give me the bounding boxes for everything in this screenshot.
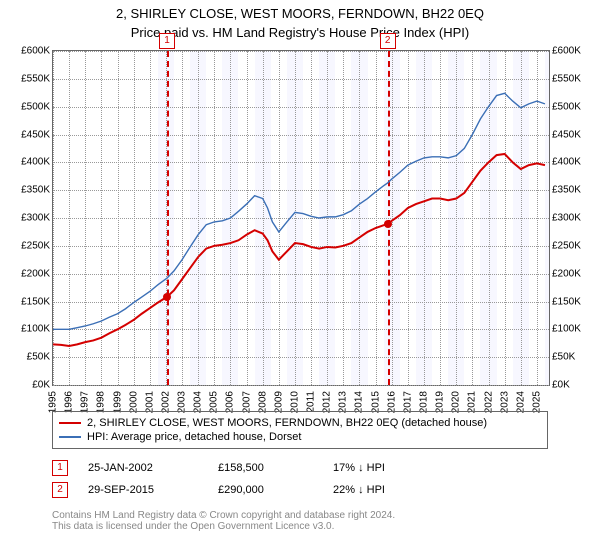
- series-hpi: [53, 93, 545, 329]
- y-axis-label-left: £200K: [21, 268, 50, 279]
- x-axis-label: 2023: [499, 391, 510, 413]
- transaction-event-marker: 2: [380, 33, 396, 49]
- x-axis-label: 2001: [144, 391, 155, 413]
- x-axis-label: 2014: [354, 391, 365, 413]
- y-axis-label-right: £600K: [552, 46, 581, 57]
- footnote-line1: Contains HM Land Registry data © Crown c…: [52, 510, 395, 521]
- transaction-row: 2 29-SEP-2015 £290,000 22% ↓ HPI: [52, 479, 423, 501]
- sale-marker: [163, 293, 171, 301]
- y-axis-label-left: £350K: [21, 185, 50, 196]
- transaction-date: 25-JAN-2002: [88, 462, 198, 474]
- x-axis-label: 2007: [241, 391, 252, 413]
- x-axis-label: 2012: [322, 391, 333, 413]
- transaction-hpi-delta: 22% ↓ HPI: [333, 484, 423, 496]
- legend-swatch-property: [59, 422, 81, 424]
- x-axis-label: 1995: [48, 391, 59, 413]
- y-axis-label-right: £300K: [552, 213, 581, 224]
- y-axis-label-left: £100K: [21, 324, 50, 335]
- x-axis-label: 2022: [483, 391, 494, 413]
- x-axis-label: 2011: [306, 391, 317, 413]
- legend-label-property: 2, SHIRLEY CLOSE, WEST MOORS, FERNDOWN, …: [87, 417, 487, 429]
- chart-title-address: 2, SHIRLEY CLOSE, WEST MOORS, FERNDOWN, …: [0, 0, 600, 21]
- y-axis-label-right: £0K: [552, 380, 570, 391]
- x-axis-label: 2010: [289, 391, 300, 413]
- y-axis-label-right: £450K: [552, 129, 581, 140]
- y-axis-label-left: £500K: [21, 101, 50, 112]
- y-axis-label-left: £150K: [21, 296, 50, 307]
- chart-title-subtitle: Price paid vs. HM Land Registry's House …: [0, 21, 600, 40]
- legend-label-hpi: HPI: Average price, detached house, Dors…: [87, 431, 301, 443]
- transaction-index-box: 2: [52, 482, 68, 498]
- legend-swatch-hpi: [59, 436, 81, 438]
- y-axis-label-left: £600K: [21, 46, 50, 57]
- x-axis-label: 2016: [386, 391, 397, 413]
- transaction-price: £290,000: [218, 484, 313, 496]
- x-axis-label: 2018: [418, 391, 429, 413]
- legend-item-property: 2, SHIRLEY CLOSE, WEST MOORS, FERNDOWN, …: [59, 416, 541, 430]
- x-axis-label: 2008: [257, 391, 268, 413]
- transaction-index-box: 1: [52, 460, 68, 476]
- transaction-hpi-delta: 17% ↓ HPI: [333, 462, 423, 474]
- x-axis-label: 2009: [273, 391, 284, 413]
- x-axis-label: 2024: [515, 391, 526, 413]
- x-axis-label: 1998: [96, 391, 107, 413]
- transaction-price: £158,500: [218, 462, 313, 474]
- y-axis-label-left: £450K: [21, 129, 50, 140]
- y-axis-label-right: £550K: [552, 73, 581, 84]
- y-axis-label-right: £400K: [552, 157, 581, 168]
- y-axis-label-left: £400K: [21, 157, 50, 168]
- x-axis-label: 1997: [80, 391, 91, 413]
- chart-legend: 2, SHIRLEY CLOSE, WEST MOORS, FERNDOWN, …: [52, 411, 548, 449]
- y-axis-label-right: £150K: [552, 296, 581, 307]
- transaction-table: 1 25-JAN-2002 £158,500 17% ↓ HPI 2 29-SEP-201…: [52, 457, 423, 501]
- x-axis-label: 2025: [531, 391, 542, 413]
- x-axis-label: 2013: [338, 391, 349, 413]
- y-axis-label-left: £0K: [32, 380, 50, 391]
- x-axis-label: 1996: [64, 391, 75, 413]
- transaction-row: 1 25-JAN-2002 £158,500 17% ↓ HPI: [52, 457, 423, 479]
- x-axis-label: 2017: [402, 391, 413, 413]
- x-axis-label: 2003: [177, 391, 188, 413]
- y-axis-label-left: £50K: [27, 352, 50, 363]
- y-axis-label-right: £250K: [552, 240, 581, 251]
- legend-item-hpi: HPI: Average price, detached house, Dors…: [59, 430, 541, 444]
- data-source-footnote: Contains HM Land Registry data © Crown c…: [52, 510, 395, 532]
- y-axis-label-right: £350K: [552, 185, 581, 196]
- chart-svg: [53, 51, 549, 385]
- x-axis-label: 2002: [160, 391, 171, 413]
- sale-marker: [384, 220, 392, 228]
- x-axis-label: 2021: [467, 391, 478, 413]
- y-axis-label-right: £100K: [552, 324, 581, 335]
- x-axis-label: 1999: [112, 391, 123, 413]
- x-axis-label: 2000: [128, 391, 139, 413]
- x-axis-label: 2005: [209, 391, 220, 413]
- chart-plot-area: £0K£0K£50K£50K£100K£100K£150K£150K£200K£…: [52, 50, 550, 386]
- transaction-date: 29-SEP-2015: [88, 484, 198, 496]
- y-axis-label-left: £300K: [21, 213, 50, 224]
- x-axis-label: 2019: [435, 391, 446, 413]
- y-axis-label-left: £250K: [21, 240, 50, 251]
- x-axis-label: 2015: [370, 391, 381, 413]
- transaction-event-marker: 1: [159, 33, 175, 49]
- y-axis-label-right: £50K: [552, 352, 575, 363]
- y-axis-label-right: £200K: [552, 268, 581, 279]
- y-axis-label-right: £500K: [552, 101, 581, 112]
- x-axis-label: 2004: [193, 391, 204, 413]
- series-property: [53, 154, 545, 346]
- footnote-line2: This data is licensed under the Open Gov…: [52, 521, 395, 532]
- x-axis-label: 2020: [451, 391, 462, 413]
- x-axis-label: 2006: [225, 391, 236, 413]
- y-axis-label-left: £550K: [21, 73, 50, 84]
